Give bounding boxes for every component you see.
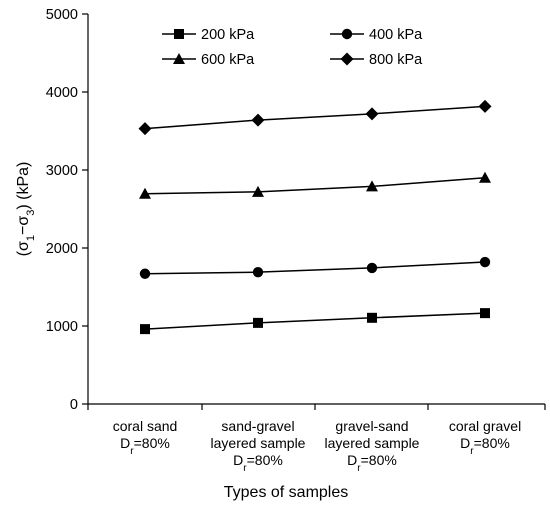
legend-item: 600 kPa — [162, 52, 255, 68]
series-line — [144, 261, 486, 275]
data-point — [139, 268, 151, 279]
data-point — [139, 187, 151, 199]
legend-marker — [174, 29, 184, 39]
data-point — [366, 180, 378, 192]
y-tick-label: 4000 — [46, 85, 78, 101]
data-point — [479, 256, 491, 268]
data-point — [366, 262, 378, 274]
x-tick-label: coral sand Dr=80% — [113, 418, 178, 457]
legend-item: 200 kPa — [162, 27, 255, 43]
y-tick-label: 0 — [70, 397, 78, 413]
series-line — [144, 177, 486, 195]
legend: 200 kPa 400 kPa 600 kPa 800 kPa — [162, 27, 423, 68]
axes — [87, 14, 545, 405]
data-point — [252, 266, 264, 278]
legend-marker — [340, 52, 354, 66]
y-tick-label: 3000 — [46, 163, 78, 179]
data-point — [480, 308, 490, 319]
legend-label: 400 kPa — [369, 27, 423, 43]
series-600-kpa — [139, 171, 491, 199]
data-point — [253, 317, 263, 328]
data-point — [140, 324, 150, 335]
series-group — [138, 99, 492, 335]
data-point — [138, 122, 152, 136]
data-point — [365, 107, 379, 121]
y-axis-ticks: 0 1000 2000 3000 4000 5000 — [46, 7, 88, 413]
y-tick-label: 5000 — [46, 7, 78, 23]
legend-label: 600 kPa — [201, 52, 255, 68]
legend-label: 800 kPa — [369, 52, 423, 68]
data-point — [479, 171, 491, 183]
data-point — [252, 185, 264, 197]
data-point — [478, 99, 492, 113]
series-line — [144, 312, 486, 330]
legend-marker — [341, 28, 353, 40]
x-tick-label: sand-gravel layered sample Dr=80% — [211, 418, 306, 474]
legend-label: 200 kPa — [201, 27, 255, 43]
series-line — [144, 105, 486, 130]
x-axis-title: Types of samples — [224, 484, 349, 501]
series-800-kpa — [138, 99, 492, 136]
series-400-kpa — [139, 256, 491, 279]
legend-item: 800 kPa — [330, 52, 423, 68]
series-200-kpa — [140, 308, 490, 335]
y-tick-label: 2000 — [46, 241, 78, 257]
y-tick-label: 1000 — [46, 319, 78, 335]
y-axis-title: (σ1−σ3) (kPa) — [15, 162, 37, 257]
data-point — [367, 312, 377, 323]
x-tick-label: coral gravel Dr=80% — [449, 418, 521, 457]
x-tick-label: gravel-sand layered sample Dr=80% — [325, 418, 420, 474]
x-axis-ticks: coral sand Dr=80% sand-gravel layered sampl… — [87, 404, 546, 474]
legend-item: 400 kPa — [330, 27, 423, 43]
legend-marker — [173, 53, 185, 64]
data-point — [251, 113, 265, 127]
